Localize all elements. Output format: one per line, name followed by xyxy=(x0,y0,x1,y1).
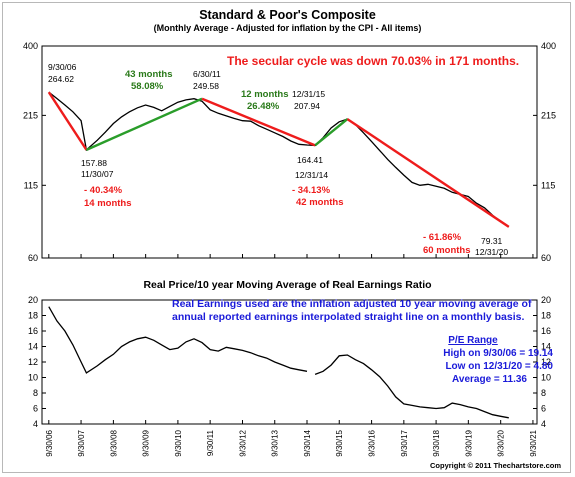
x-tick-label: 9/30/21 xyxy=(529,429,538,456)
annotation-duration: 12 months xyxy=(241,89,289,100)
x-tick-label: 9/30/08 xyxy=(109,429,118,456)
x-tick-label: 9/30/10 xyxy=(174,429,183,456)
bottom-y-tick-label-right: 4 xyxy=(541,419,546,429)
x-tick-label: 9/30/17 xyxy=(400,429,409,456)
bottom-y-tick-label-left: 8 xyxy=(33,388,38,398)
bottom-y-tick-label-right: 10 xyxy=(541,373,551,383)
x-tick-label: 9/30/07 xyxy=(77,429,86,456)
top-y-tick-label-right: 60 xyxy=(541,253,551,263)
bottom-chart-title: Real Price/10 year Moving Average of Rea… xyxy=(143,279,432,291)
bottom-y-tick-label-left: 4 xyxy=(33,419,38,429)
bottom-y-tick-label-left: 14 xyxy=(28,342,38,352)
x-tick-label: 9/30/13 xyxy=(271,429,280,456)
copyright: Copyright © 2011 Thechartstore.com xyxy=(430,461,561,470)
annotation-change: - 40.34% xyxy=(84,185,123,196)
pe-average: Average = 11.36 xyxy=(452,374,527,385)
decline-trend-line xyxy=(201,97,316,147)
x-tick-label: 9/30/12 xyxy=(238,429,247,456)
top-y-tick-label-left: 115 xyxy=(24,180,38,190)
annotation-date: 12/31/15 xyxy=(292,89,325,99)
pe-low: Low on 12/31/20 = 4.80 xyxy=(445,361,553,372)
bottom-y-tick-label-right: 20 xyxy=(541,295,551,305)
top-y-tick-label-right: 215 xyxy=(541,110,556,120)
annotation-value: 164.41 xyxy=(297,155,323,165)
x-tick-label: 9/30/14 xyxy=(303,429,312,456)
annotation-date: 6/30/11 xyxy=(193,69,221,79)
annotation-date: 11/30/07 xyxy=(81,169,114,179)
x-tick-label: 9/30/11 xyxy=(206,429,215,456)
pe-ratio-line xyxy=(48,306,308,374)
secular-cycle-headline: The secular cycle was down 70.03% in 171… xyxy=(227,54,519,68)
pe-high: High on 9/30/06 = 19.14 xyxy=(443,348,553,359)
bottom-y-tick-label-right: 14 xyxy=(541,342,551,352)
rise-trend-line xyxy=(314,118,349,147)
x-tick-label: 9/30/15 xyxy=(335,429,344,456)
chart-frame xyxy=(2,2,571,473)
bottom-y-tick-label-left: 16 xyxy=(28,326,38,336)
bottom-y-tick-label-left: 20 xyxy=(28,295,38,305)
bottom-y-tick-label-right: 12 xyxy=(541,357,551,367)
x-tick-label: 9/30/20 xyxy=(497,429,506,456)
annotation-duration: 43 months xyxy=(125,69,173,80)
top-y-tick-label-left: 215 xyxy=(23,110,38,120)
bottom-y-tick-label-right: 18 xyxy=(541,311,551,321)
rise-trend-line xyxy=(85,97,203,151)
sp-composite-line xyxy=(48,91,510,228)
decline-trend-line xyxy=(47,91,88,151)
annotation-value: 157.88 xyxy=(81,158,107,168)
annotation-value: 207.94 xyxy=(294,101,320,111)
annotation-date: 12/31/14 xyxy=(295,170,328,180)
annotation-change: 26.48% xyxy=(247,101,280,112)
bottom-y-tick-label-left: 10 xyxy=(28,373,38,383)
x-tick-label: 9/30/06 xyxy=(45,429,54,456)
top-plot-border xyxy=(41,45,538,259)
top-y-tick-label-left: 400 xyxy=(23,41,38,51)
x-tick-label: 9/30/19 xyxy=(464,429,473,456)
top-chart-title: Standard & Poor's Composite xyxy=(199,8,376,22)
bottom-y-tick-label-left: 6 xyxy=(33,404,38,414)
annotation-value: 264.62 xyxy=(48,74,74,84)
real-earnings-note: Real Earnings used are the inflation adj… xyxy=(172,298,532,323)
bottom-y-tick-label-left: 18 xyxy=(28,311,38,321)
annotation-change: - 61.86% xyxy=(423,232,462,243)
annotation-duration: 14 months xyxy=(84,198,132,209)
pe-ratio-line xyxy=(314,354,509,419)
x-tick-label: 9/30/09 xyxy=(142,429,151,456)
annotation-change: - 34.13% xyxy=(292,185,331,196)
top-y-tick-label-left: 60 xyxy=(28,253,38,263)
pe-range-title: P/E Range xyxy=(448,335,498,346)
decline-trend-line xyxy=(346,118,510,228)
annotation-duration: 60 months xyxy=(423,245,471,256)
annotation-value: 249.58 xyxy=(193,81,219,91)
top-chart-subtitle: (Monthly Average - Adjusted for inflatio… xyxy=(153,23,422,33)
top-y-tick-label-right: 115 xyxy=(541,180,555,190)
bottom-y-tick-label-right: 16 xyxy=(541,326,551,336)
annotation-duration: 42 months xyxy=(296,197,344,208)
annotation-change: 58.08% xyxy=(131,81,164,92)
annotation-date: 12/31/20 xyxy=(475,247,508,257)
bottom-y-tick-label-right: 6 xyxy=(541,404,546,414)
annotation-date: 9/30/06 xyxy=(48,62,77,72)
top-y-tick-label-right: 400 xyxy=(541,41,556,51)
bottom-y-tick-label-left: 12 xyxy=(28,357,38,367)
x-tick-label: 9/30/18 xyxy=(432,429,441,456)
annotation-value: 79.31 xyxy=(481,236,503,246)
bottom-y-tick-label-right: 8 xyxy=(541,388,546,398)
x-tick-label: 9/30/16 xyxy=(368,429,377,456)
